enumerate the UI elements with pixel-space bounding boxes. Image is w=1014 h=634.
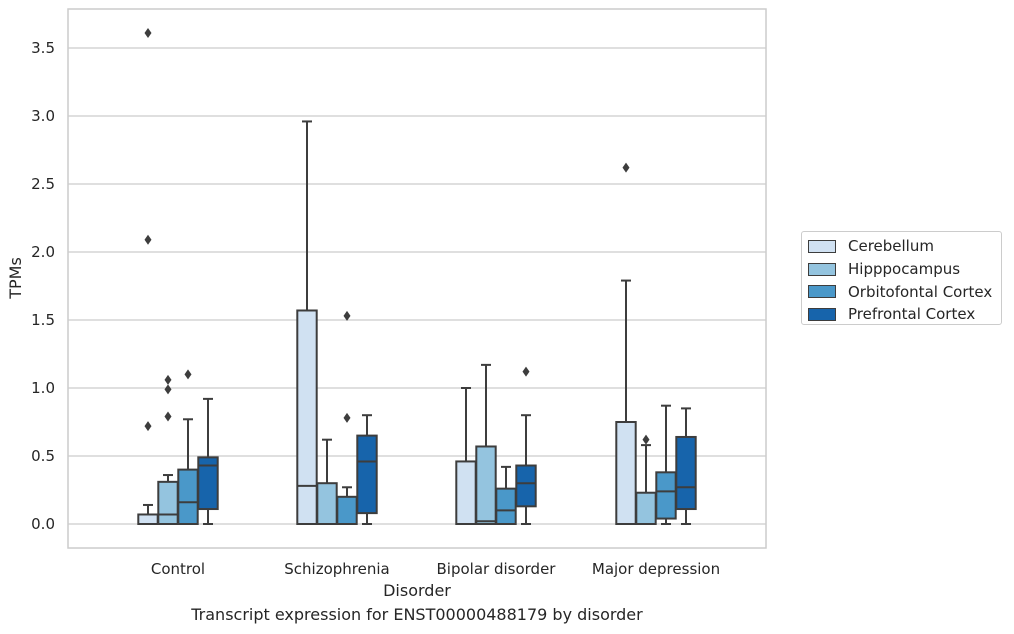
box-body bbox=[137, 513, 159, 525]
plot-area bbox=[137, 28, 697, 526]
outlier-point bbox=[343, 412, 351, 423]
plot-frame bbox=[67, 8, 767, 549]
y-tick-label: 1.5 bbox=[31, 311, 55, 329]
ticks: 0.0 0.5 1.0 1.5 2.0 2.5 3.0 3.5 Control Schizophr… bbox=[31, 39, 720, 578]
outlier-point bbox=[164, 374, 172, 385]
box-hipppocampus bbox=[635, 434, 657, 526]
y-tick-label: 2.5 bbox=[31, 175, 55, 193]
legend-item: Cerebellum bbox=[808, 235, 1001, 258]
legend-swatch bbox=[808, 239, 836, 253]
x-tick-label: Schizophrenia bbox=[284, 560, 389, 578]
box-body bbox=[515, 464, 537, 508]
legend-label: Prefrontal Cortex bbox=[848, 305, 976, 324]
box-body bbox=[336, 495, 358, 525]
x-tick-label: Bipolar disorder bbox=[437, 560, 557, 578]
box-body bbox=[316, 482, 338, 526]
box-prefrontal-cortex bbox=[515, 366, 537, 525]
box-orbitofontal-cortex bbox=[336, 310, 358, 525]
y-tick-label: 0.0 bbox=[31, 515, 55, 533]
y-tick-label: 3.0 bbox=[31, 107, 55, 125]
outlier-point bbox=[622, 162, 630, 173]
box-cerebellum bbox=[615, 162, 637, 525]
x-tick-label: Major depression bbox=[592, 560, 720, 578]
y-axis-label: TPMs bbox=[6, 257, 25, 300]
legend-swatch bbox=[808, 307, 836, 321]
box-body bbox=[655, 471, 677, 520]
box-body bbox=[635, 491, 657, 526]
box-hipppocampus bbox=[316, 438, 338, 526]
y-tick-label: 1.0 bbox=[31, 379, 55, 397]
y-tick-label: 2.0 bbox=[31, 243, 55, 261]
outlier-point bbox=[343, 310, 351, 321]
box-body bbox=[197, 456, 219, 511]
box-hipppocampus bbox=[475, 363, 497, 526]
x-axis-label: Disorder bbox=[383, 581, 451, 600]
y-tick-label: 0.5 bbox=[31, 447, 55, 465]
box-body bbox=[475, 445, 497, 526]
box-body bbox=[455, 460, 477, 526]
outlier-point bbox=[164, 384, 172, 395]
box-cerebellum bbox=[296, 120, 318, 526]
box-body bbox=[495, 487, 517, 526]
legend-item: Orbitofontal Cortex bbox=[808, 280, 1001, 303]
outlier-point bbox=[522, 366, 530, 377]
box-orbitofontal-cortex bbox=[177, 369, 199, 526]
outlier-point bbox=[144, 421, 152, 432]
legend-label: Cerebellum bbox=[848, 237, 934, 256]
box-cerebellum bbox=[137, 28, 159, 525]
box-body bbox=[356, 434, 378, 515]
box-body bbox=[296, 309, 318, 526]
legend-swatch bbox=[808, 262, 836, 276]
outlier-point bbox=[164, 411, 172, 422]
outlier-point bbox=[144, 28, 152, 39]
outlier-point bbox=[184, 369, 192, 380]
box-hipppocampus bbox=[157, 374, 179, 525]
gridlines bbox=[67, 8, 767, 549]
legend: Cerebellum Hipppocampus Orbitofontal Corte… bbox=[801, 231, 1002, 325]
legend-label: Orbitofontal Cortex bbox=[848, 282, 993, 301]
legend-item: Hipppocampus bbox=[808, 258, 1001, 281]
outlier-point bbox=[144, 234, 152, 245]
legend-label: Hipppocampus bbox=[848, 260, 961, 279]
outlier-point bbox=[642, 434, 650, 445]
y-tick-label: 3.5 bbox=[31, 39, 55, 57]
box-body bbox=[675, 435, 697, 511]
legend-item: Prefrontal Cortex bbox=[808, 303, 1001, 326]
box-orbitofontal-cortex bbox=[655, 404, 677, 525]
box-prefrontal-cortex bbox=[675, 407, 697, 525]
box-orbitofontal-cortex bbox=[495, 465, 517, 526]
legend-swatch bbox=[808, 285, 836, 299]
box-body bbox=[177, 468, 199, 526]
x-tick-label: Control bbox=[151, 560, 205, 578]
box-body bbox=[157, 480, 179, 525]
box-body bbox=[615, 421, 637, 525]
box-prefrontal-cortex bbox=[197, 397, 219, 525]
box-prefrontal-cortex bbox=[356, 414, 378, 525]
chart-caption: Transcript expression for ENST0000048817… bbox=[191, 605, 643, 624]
